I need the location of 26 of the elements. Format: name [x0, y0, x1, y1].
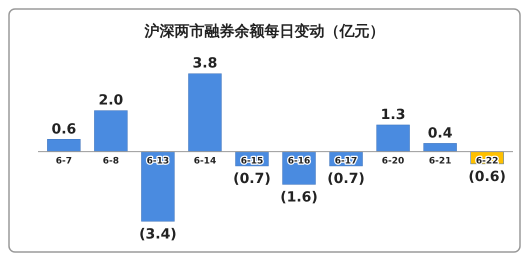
data-label: 0.4: [428, 125, 453, 142]
bar: [423, 143, 457, 152]
bar: [141, 151, 175, 222]
data-label: (1.6): [280, 189, 318, 206]
bar: [188, 73, 222, 152]
data-label: (0.7): [233, 170, 271, 187]
chart-title: 沪深两市融券余额每日变动（亿元）: [144, 22, 384, 40]
x-tick-label: 6-14: [194, 156, 216, 167]
bar: [47, 139, 81, 152]
x-tick-label: 6-13: [146, 156, 170, 167]
data-label: 0.6: [51, 121, 76, 138]
data-label: 2.0: [98, 92, 124, 109]
data-label: 3.8: [192, 56, 218, 72]
x-tick-label: 6-8: [102, 156, 120, 167]
x-tick-label: 6-17: [334, 156, 358, 167]
data-label: (3.4): [139, 226, 177, 242]
x-tick-label: 6-21: [428, 156, 452, 167]
data-label: (0.6): [468, 168, 506, 185]
x-tick-label: 6-16: [288, 156, 310, 167]
x-tick-label: 6-20: [382, 156, 404, 167]
x-tick-label: 6-7: [56, 156, 72, 167]
bar: [94, 110, 128, 152]
data-label: 1.3: [380, 106, 406, 123]
x-tick-label: 6-15: [240, 156, 264, 167]
bar: [376, 124, 410, 152]
data-label: (0.7): [327, 170, 365, 187]
